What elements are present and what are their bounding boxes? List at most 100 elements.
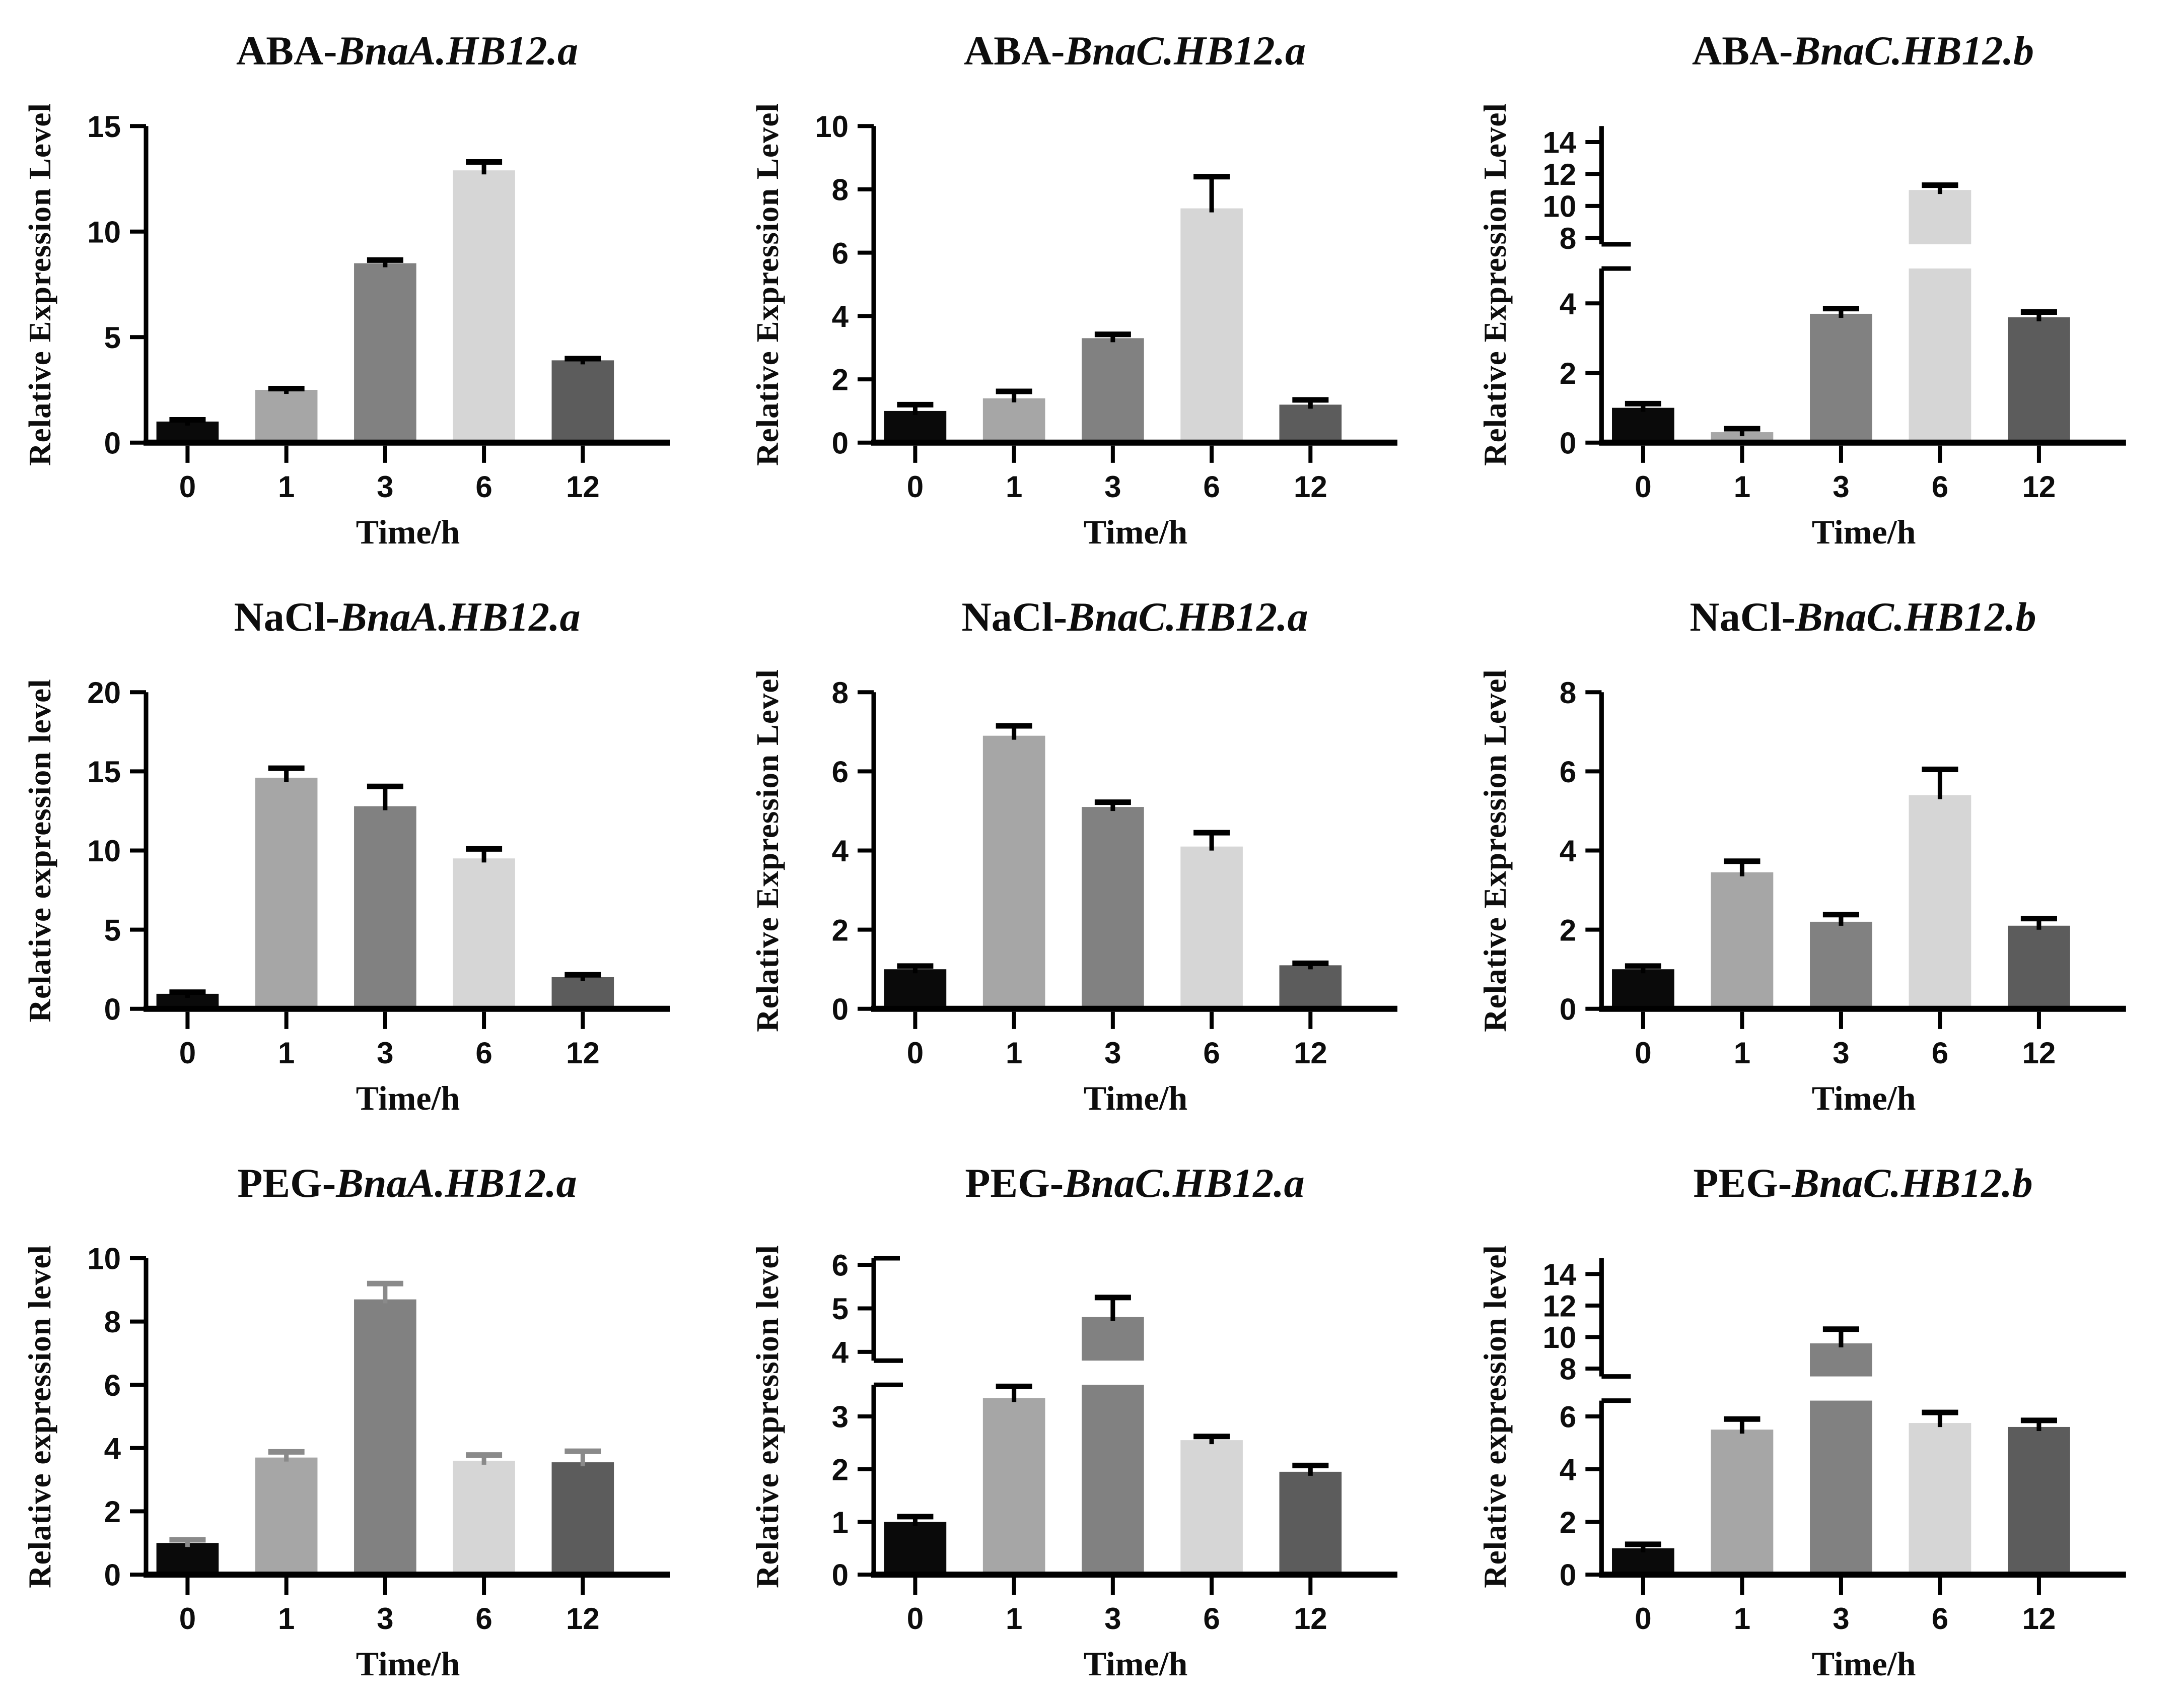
chart-cell-aba-bnaa-hb12-a: ABA-BnaA.HB12.a 0 5 10 15 0 1 3 6 12 Time/h Relati… — [0, 0, 728, 566]
bar-12h — [2008, 317, 2070, 443]
y-tick-label: 6 — [832, 755, 849, 789]
y-tick-label: 14 — [1543, 1258, 1577, 1292]
y-tick-label: 4 — [1560, 834, 1577, 868]
y-tick-label: 10 — [87, 834, 121, 868]
x-tick-label: 3 — [1104, 1036, 1121, 1070]
treatment-label: ABA- — [964, 28, 1065, 74]
x-tick-label: 12 — [566, 1036, 600, 1070]
y-axis-label: Relative expression level — [22, 678, 57, 1022]
y-tick-label: 8 — [832, 676, 849, 710]
bar-12h — [551, 1462, 614, 1575]
bar-6h — [1180, 1440, 1243, 1575]
x-axis-label: Time/h — [356, 513, 460, 551]
x-tick-label: 12 — [1294, 1036, 1327, 1070]
x-tick-label: 1 — [1006, 1036, 1022, 1070]
x-tick-label: 1 — [1734, 1036, 1750, 1070]
x-tick-label: 3 — [1833, 1036, 1849, 1070]
bar-plot: 0 5 10 15 0 1 3 6 12 Time/h Relative Expression Le… — [22, 103, 670, 551]
x-tick-label: 6 — [1932, 1036, 1948, 1070]
x-axis-label: Time/h — [1084, 1645, 1188, 1683]
x-tick-label: 1 — [278, 1036, 295, 1070]
y-tick-label: 8 — [1560, 222, 1576, 255]
x-tick-label: 6 — [1203, 470, 1220, 504]
y-tick-label: 0 — [832, 1558, 849, 1592]
bar-3h — [1810, 921, 1872, 1009]
gene-name: BnaC.HB12.b — [1793, 28, 2034, 74]
x-tick-label: 6 — [475, 1036, 492, 1070]
y-tick-label: 12 — [1543, 1289, 1577, 1323]
bar-6h — [1909, 1423, 1971, 1575]
x-tick-label: 1 — [278, 1602, 295, 1636]
x-axis-label: Time/h — [1812, 1645, 1916, 1683]
x-tick-label: 0 — [1635, 1602, 1651, 1636]
bar-6h — [1909, 268, 1971, 443]
chart-cell-nacl-bnaa-hb12-a: NaCl-BnaA.HB12.a 0 5 10 15 20 0 1 3 6 12 Time/h Rel… — [0, 566, 728, 1132]
bar-1h — [255, 390, 318, 443]
x-tick-label: 3 — [1833, 1602, 1849, 1636]
x-tick-label: 12 — [1294, 470, 1327, 504]
bar-0h — [156, 1543, 219, 1575]
x-tick-label: 0 — [1635, 470, 1651, 504]
bar-0h — [884, 411, 947, 443]
y-tick-label: 10 — [1543, 1321, 1577, 1354]
chart-title: ABA-BnaC.HB12.a — [728, 28, 1455, 74]
y-tick-label: 2 — [1560, 913, 1576, 947]
y-tick-label: 3 — [832, 1400, 849, 1434]
chart-cell-peg-bnac-hb12-a: PEG-BnaC.HB12.a 0 1 2 3 4 5 6 0 1 3 6 12 Time/h Relat… — [728, 1132, 1455, 1698]
x-tick-label: 6 — [1932, 470, 1948, 504]
bar-0h — [1612, 969, 1674, 1009]
y-axis-label: Relative Expression Level — [750, 103, 785, 466]
y-tick-label: 20 — [87, 676, 121, 710]
x-tick-label: 0 — [179, 1602, 196, 1636]
bar-1h — [982, 735, 1045, 1009]
y-tick-label: 15 — [87, 110, 121, 144]
treatment-label: PEG- — [1693, 1160, 1792, 1206]
y-tick-label: 5 — [832, 1292, 849, 1326]
bar-plot: 0 5 10 15 20 0 1 3 6 12 Time/h Relative expression … — [22, 676, 670, 1117]
bar-12h — [1279, 1471, 1342, 1575]
treatment-label: NaCl- — [1689, 594, 1796, 640]
bar-1h — [1711, 1430, 1774, 1575]
bar-3h — [1810, 313, 1872, 443]
x-tick-label: 3 — [377, 1036, 393, 1070]
y-tick-label: 5 — [104, 321, 121, 355]
x-tick-label: 0 — [907, 470, 924, 504]
chart-title: NaCl-BnaC.HB12.a — [728, 594, 1455, 640]
chart-cell-peg-bnac-hb12-b: PEG-BnaC.HB12.b 0 2 4 6 8 10 12 14 0 1 3 6 12 Time/h R… — [1455, 1132, 2184, 1698]
bar-1h — [982, 398, 1045, 443]
bar-1h — [1711, 872, 1774, 1009]
x-axis-label: Time/h — [1084, 513, 1188, 551]
y-tick-label: 4 — [832, 300, 849, 333]
y-tick-label: 0 — [104, 1558, 121, 1592]
x-tick-label: 6 — [1203, 1602, 1220, 1636]
treatment-label: PEG- — [237, 1160, 336, 1206]
x-tick-label: 0 — [907, 1036, 924, 1070]
bar-6h — [453, 1460, 515, 1575]
y-tick-label: 8 — [832, 173, 849, 207]
y-axis-label: Relative Expression Level — [750, 669, 785, 1032]
gene-name: BnaC.HB12.a — [1065, 28, 1306, 74]
x-tick-label: 3 — [1104, 1602, 1121, 1636]
x-tick-label: 3 — [377, 470, 393, 504]
bar-0h — [1612, 407, 1674, 443]
chart-title: NaCl-BnaA.HB12.a — [0, 594, 728, 640]
y-tick-label: 6 — [104, 1369, 121, 1402]
bar-12h — [2008, 925, 2070, 1009]
bar-plot: 0 2 4 6 8 0 1 3 6 12 Time/h Relative Expression Lev… — [1477, 669, 2126, 1117]
treatment-label: PEG- — [965, 1160, 1064, 1206]
y-tick-label: 4 — [104, 1432, 121, 1465]
y-tick-label: 2 — [1560, 357, 1576, 390]
x-tick-label: 12 — [2022, 1602, 2056, 1636]
chart-title: PEG-BnaC.HB12.a — [728, 1160, 1455, 1206]
y-axis-label: Relative Expression Level — [1477, 103, 1513, 466]
gene-name: BnaC.HB12.a — [1067, 594, 1308, 640]
y-tick-label: 2 — [1560, 1506, 1576, 1539]
gene-name: BnaA.HB12.a — [337, 28, 578, 74]
y-tick-label: 0 — [1560, 426, 1576, 460]
bar-plot: 0 2 4 6 8 10 0 1 3 6 12 Time/h Relative Expression L… — [750, 103, 1397, 551]
gene-name: BnaC.HB12.b — [1795, 594, 2036, 640]
x-tick-label: 0 — [907, 1602, 924, 1636]
bar-12h — [1279, 404, 1342, 443]
